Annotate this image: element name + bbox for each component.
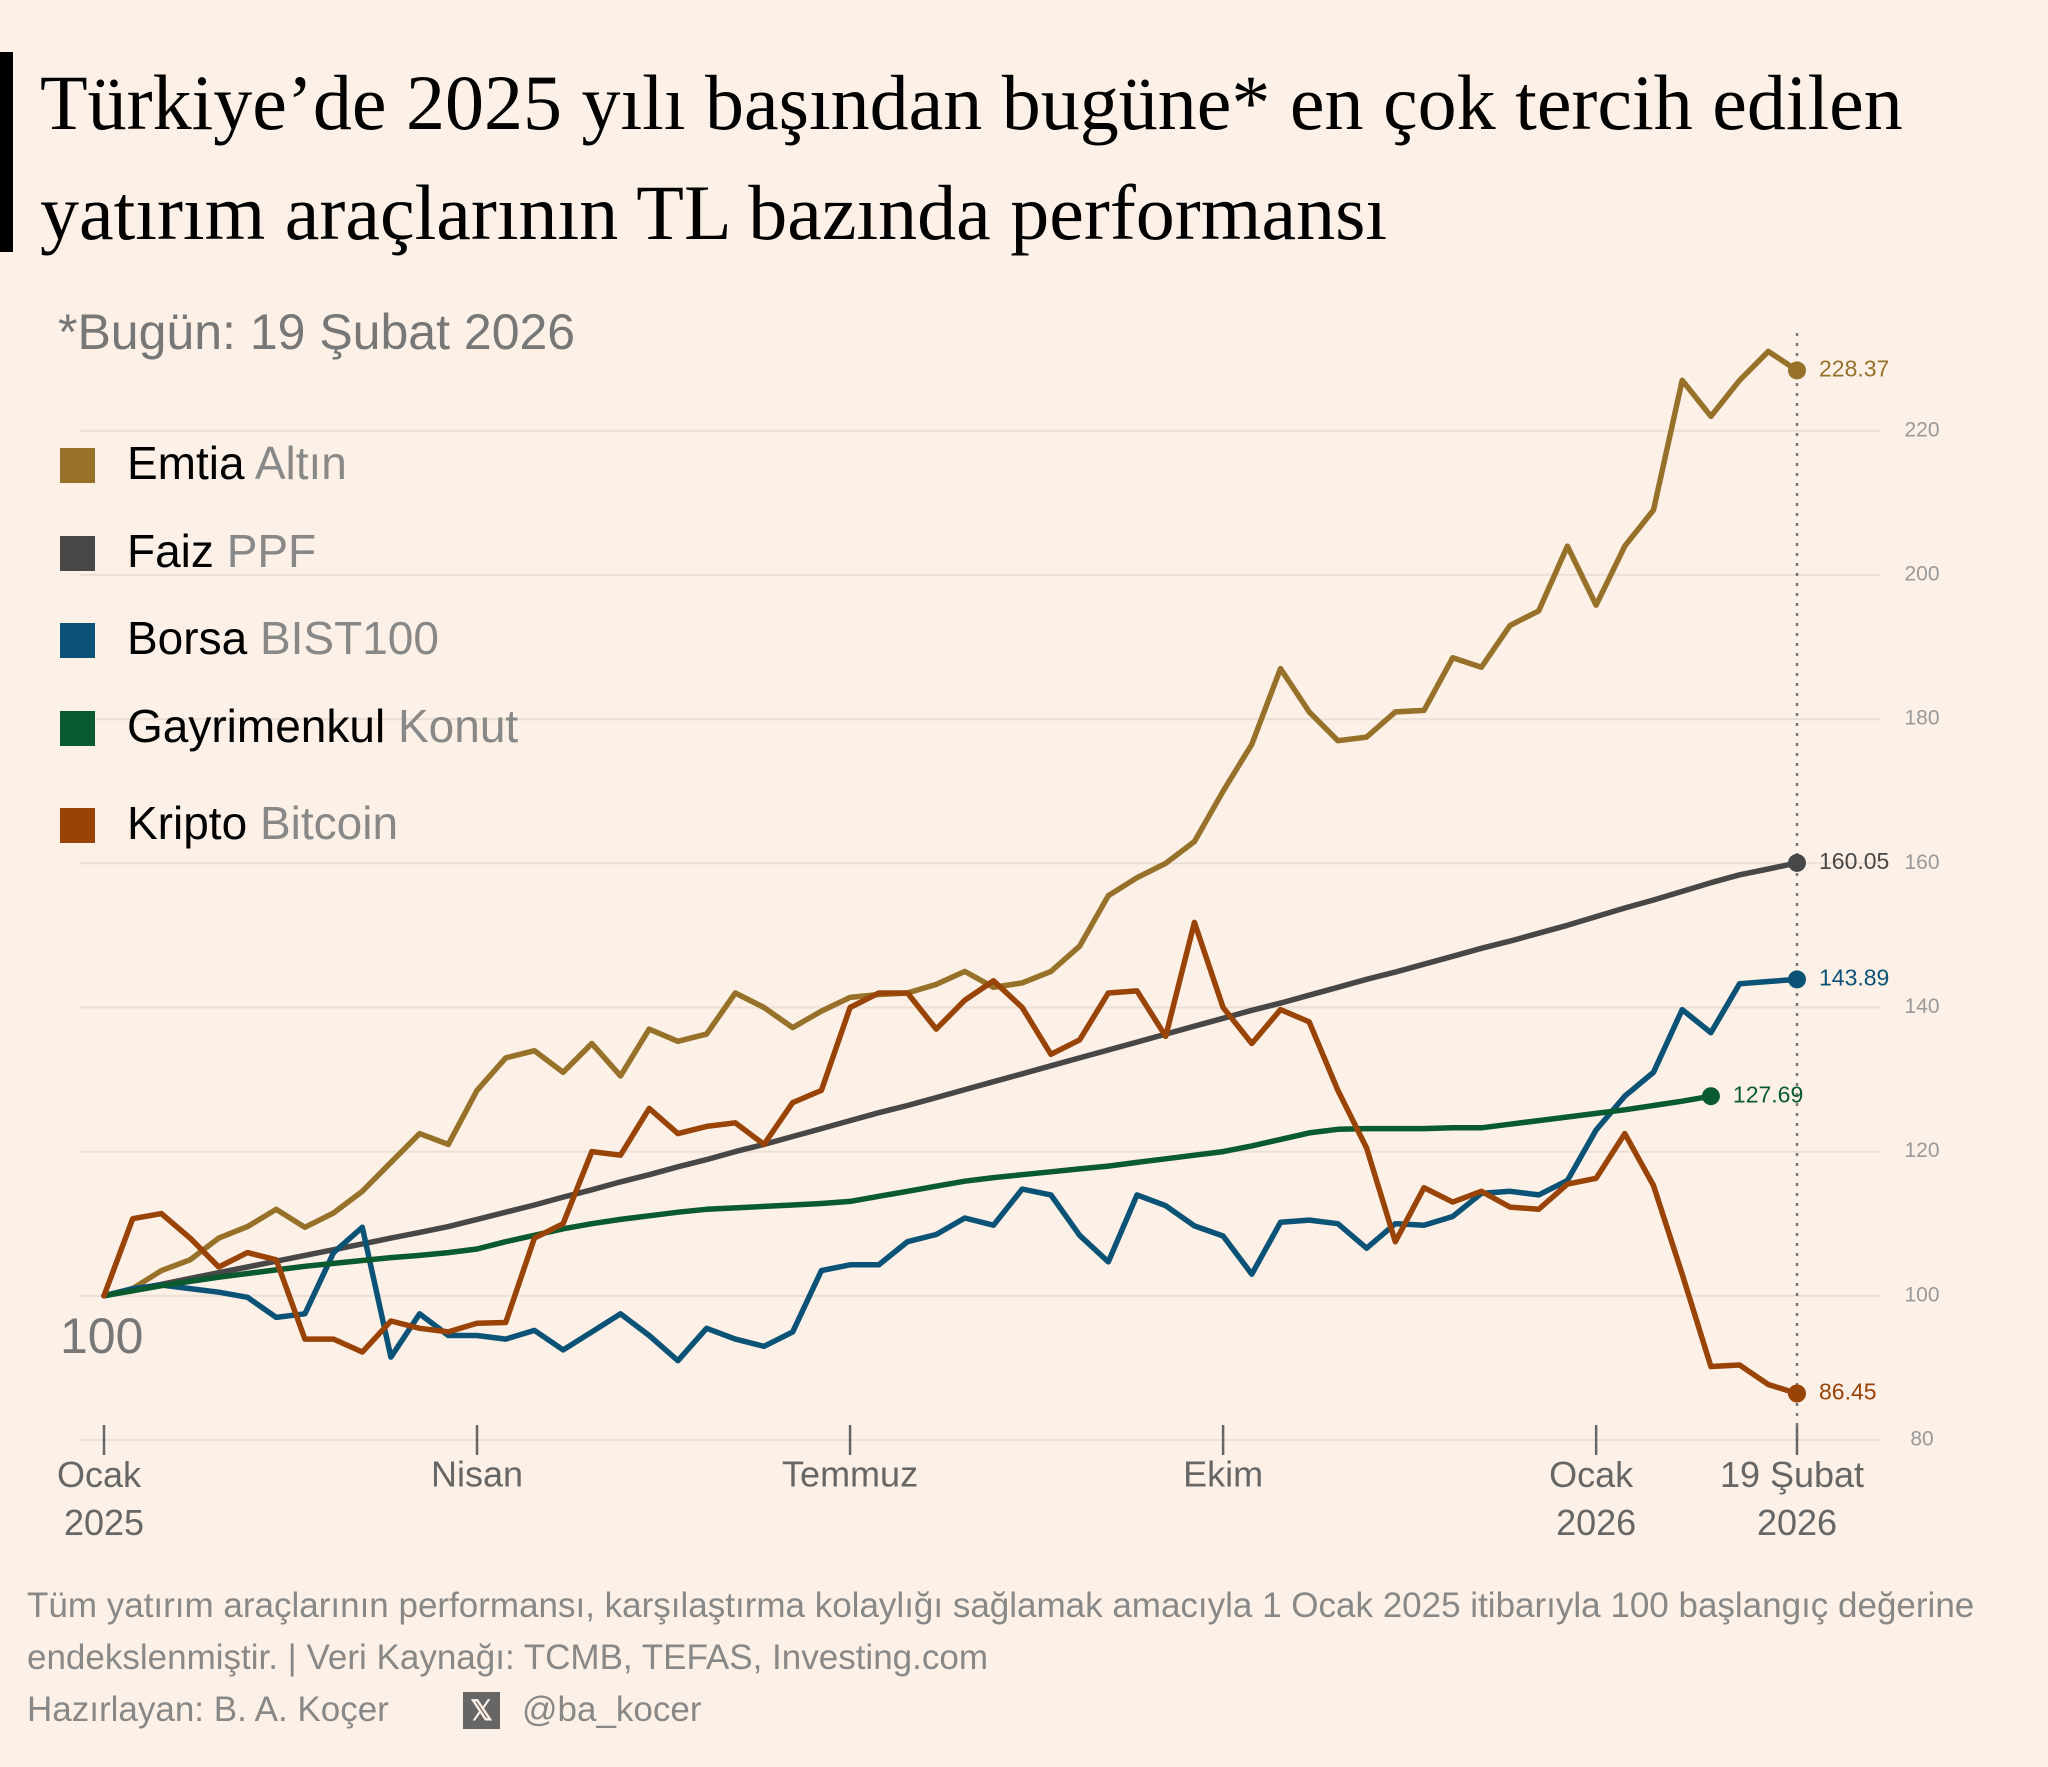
legend-label: Faiz PPF	[127, 525, 316, 577]
series-line	[101, 1093, 1714, 1299]
legend-swatch	[60, 711, 95, 746]
y-tick-label: 100	[1904, 1283, 1939, 1306]
x-logo: 𝕏	[463, 1692, 500, 1729]
x-tick-label: Ekim	[1183, 1454, 1263, 1495]
legend-name: Konut	[398, 700, 518, 752]
footnote: Tüm yatırım araçlarının performansı, kar…	[27, 1586, 1975, 1677]
end-label: 228.37	[1819, 355, 1889, 381]
title-accent	[0, 52, 13, 252]
series-line	[101, 348, 1800, 1299]
start-label: 100	[60, 1308, 143, 1364]
x-tick-label: Ocak 2026	[1549, 1454, 1643, 1543]
series-line	[101, 860, 1800, 1299]
series-line	[101, 919, 1800, 1397]
author: Hazırlayan: B. A. Koçer	[27, 1690, 389, 1729]
legend-group: Borsa	[127, 612, 248, 664]
y-tick-label: 180	[1904, 707, 1939, 730]
end-point	[1701, 1087, 1720, 1106]
end-point	[1788, 361, 1806, 380]
y-tick-label: 140	[1904, 995, 1939, 1018]
end-point	[1788, 1384, 1806, 1403]
handle: @ba_kocer	[522, 1690, 702, 1729]
legend-group: Gayrimenkul	[127, 700, 385, 752]
legend-label: Kripto Bitcoin	[127, 797, 398, 849]
y-tick-label: 160	[1904, 851, 1939, 874]
legend-label: Emtia Altın	[127, 437, 347, 489]
y-tick-label: 220	[1904, 418, 1939, 441]
end-label: 143.89	[1819, 964, 1889, 990]
legend-swatch	[60, 448, 95, 483]
legend-group: Emtia	[127, 437, 245, 489]
legend-swatch	[60, 808, 95, 843]
end-label: 127.69	[1733, 1081, 1803, 1107]
chart-title: Türkiye’de 2025 yılı başından bugüne* en…	[40, 59, 1903, 256]
y-tick-label: 120	[1904, 1139, 1939, 1162]
legend-label: Borsa BIST100	[127, 612, 439, 664]
y-tick-label: 200	[1904, 562, 1939, 585]
legend-name: Altın	[255, 437, 347, 489]
legend-swatch	[60, 623, 95, 658]
end-point	[1788, 853, 1806, 872]
legend-name: Bitcoin	[260, 797, 398, 849]
y-tick-label: 80	[1910, 1428, 1933, 1451]
end-label: 86.45	[1819, 1379, 1877, 1405]
x-tick-label: Ocak 2025	[57, 1454, 151, 1543]
legend-name: PPF	[227, 525, 316, 577]
series-line	[101, 976, 1800, 1364]
x-tick-label: Nisan	[431, 1454, 523, 1495]
legend-group: Kripto	[127, 797, 247, 849]
end-label: 160.05	[1819, 848, 1889, 874]
legend-swatch	[60, 536, 95, 571]
end-point	[1788, 970, 1806, 989]
legend-label: Gayrimenkul Konut	[127, 700, 518, 752]
legend-name: BIST100	[260, 612, 439, 664]
x-tick-label: Temmuz	[782, 1454, 918, 1495]
legend-group: Faiz	[127, 525, 214, 577]
subtitle: *Bugün: 19 Şubat 2026	[58, 304, 575, 360]
x-tick-label: 19 Şubat 2026	[1720, 1454, 1874, 1543]
